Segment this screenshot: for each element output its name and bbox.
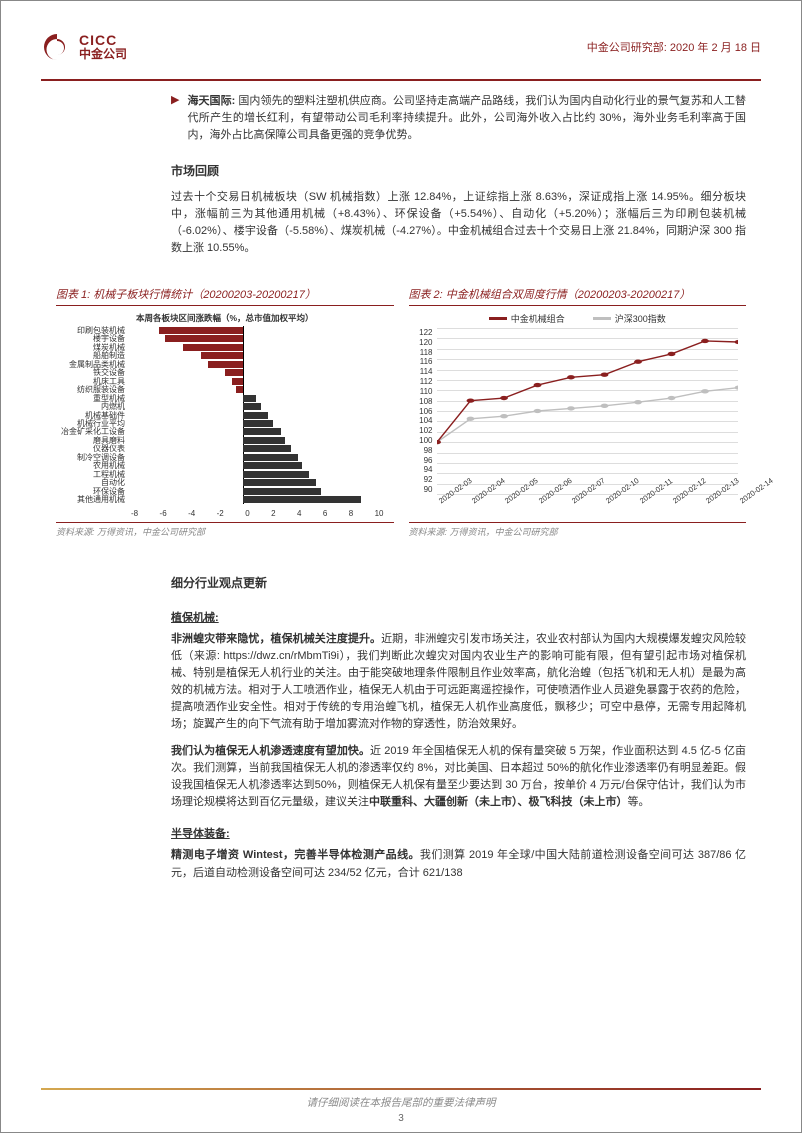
- bar-rect: [243, 496, 361, 503]
- para-semi-1: 精测电子增资 Wintest，完善半导体检测产品线。我们测算 2019 年全球/…: [171, 847, 746, 881]
- chart1-footer: 资料来源: 万得资讯，中金公司研究部: [56, 522, 394, 538]
- bar-rect: [243, 462, 302, 469]
- page-header: CICC 中金公司 中金公司研究部: 2020 年 2 月 18 日: [41, 31, 761, 63]
- para-plant-1: 非洲蝗灾带来隐忧，植保机械关注度提升。近期，非洲蝗灾引发市场关注，农业农村部认为…: [171, 631, 746, 733]
- footer-disclaimer: 请仔细阅读在本报告尾部的重要法律声明: [1, 1095, 801, 1110]
- chart1-subtitle: 本周各板块区间涨跌幅（%，总市值加权平均）: [56, 312, 394, 324]
- header-date: 中金公司研究部: 2020 年 2 月 18 日: [587, 39, 761, 55]
- chart1-title: 图表 1: 机械子板块行情统计（20200203-20200217）: [56, 286, 394, 306]
- para-semi-1-bold: 精测电子增资 Wintest，完善半导体检测产品线。: [171, 849, 420, 861]
- bullet-icon: ▶: [171, 93, 179, 144]
- para-plant-2: 我们认为植保无人机渗透速度有望加快。近 2019 年全国植保无人机的保有量突破 …: [171, 743, 746, 811]
- charts-row: 图表 1: 机械子板块行情统计（20200203-20200217） 本周各板块…: [56, 286, 746, 538]
- para-plant-1-text: 近期，非洲蝗灾引发市场关注，农业农村部认为国内大规模爆发蝗灾风险较低（来源: h…: [171, 633, 746, 730]
- bar-rect: [201, 352, 243, 359]
- para-plant-2-bold2: 中联重科、大疆创新（未上市）、极飞科技（未上市）: [369, 796, 628, 808]
- sub-semi-title: 半导体装备:: [171, 825, 746, 841]
- bullet-haitian-text: 海天国际: 国内领先的塑料注塑机供应商。公司坚持走高端产品路线，我们认为国内自动…: [187, 93, 746, 144]
- chart2-plot: [437, 328, 739, 494]
- logo-text-en: CICC: [79, 33, 127, 48]
- para-plant-2-tail: 等。: [628, 796, 650, 808]
- bar-rect: [243, 471, 309, 478]
- content-bottom: 细分行业观点更新 植保机械: 非洲蝗灾带来隐忧，植保机械关注度提升。近期，非洲蝗…: [171, 556, 746, 882]
- bar-rect: [225, 369, 243, 376]
- bar-rect: [159, 327, 243, 334]
- para-plant-2-bold: 我们认为植保无人机渗透速度有望加快。: [171, 745, 370, 757]
- bar-rect: [243, 412, 268, 419]
- header-rule: [41, 79, 761, 81]
- bar-rect: [243, 454, 298, 461]
- bullet-haitian: ▶ 海天国际: 国内领先的塑料注塑机供应商。公司坚持走高端产品路线，我们认为国内…: [171, 93, 746, 144]
- chart1-box: 图表 1: 机械子板块行情统计（20200203-20200217） 本周各板块…: [56, 286, 394, 538]
- page-number: 3: [1, 1113, 801, 1124]
- bullet-haitian-body: 国内领先的塑料注塑机供应商。公司坚持走高端产品路线，我们认为国内自动化行业的景气…: [187, 95, 746, 141]
- logo-text-cn: 中金公司: [79, 48, 127, 61]
- chart1-x-axis: -8-6-4-20246810: [131, 509, 384, 518]
- sub-plant-title: 植保机械:: [171, 609, 746, 625]
- chart2-legend: 中金机械组合沪深300指数: [409, 312, 747, 325]
- bar-rect: [243, 437, 285, 444]
- content-top: ▶ 海天国际: 国内领先的塑料注塑机供应商。公司坚持走高端产品路线，我们认为国内…: [171, 93, 746, 257]
- bar-rect: [232, 378, 243, 385]
- bar-rect: [243, 403, 261, 410]
- bar-rect: [165, 335, 243, 342]
- market-review-title: 市场回顾: [171, 162, 746, 179]
- bar-rect: [243, 428, 281, 435]
- bar-rect: [243, 395, 256, 402]
- bar-rect: [243, 420, 272, 427]
- chart2-area: 中金机械组合沪深300指数 122120118116114112110108106…: [409, 312, 747, 522]
- market-review-text: 过去十个交易日机械板块（SW 机械指数）上涨 12.84%，上证综指上涨 8.6…: [171, 189, 746, 257]
- bar-rect: [243, 445, 291, 452]
- chart2-x-axis: 2020-02-032020-02-042020-02-052020-02-06…: [437, 496, 739, 522]
- para-plant-1-bold: 非洲蝗灾带来隐忧，植保机械关注度提升。: [171, 633, 381, 645]
- subsector-title: 细分行业观点更新: [171, 574, 746, 591]
- bar-rect: [236, 386, 243, 393]
- chart2-title: 图表 2: 中金机械组合双周度行情（20200203-20200217）: [409, 286, 747, 306]
- bar-rect: [243, 479, 316, 486]
- chart1-area: 本周各板块区间涨跌幅（%，总市值加权平均） 印刷包装机械楼宇设备煤炭机械船舶制造…: [56, 312, 394, 522]
- bar-row: 其他通用机械: [56, 496, 394, 505]
- logo: CICC 中金公司: [41, 31, 127, 63]
- chart2-box: 图表 2: 中金机械组合双周度行情（20200203-20200217） 中金机…: [409, 286, 747, 538]
- bar-rect: [208, 361, 243, 368]
- bar-rect: [183, 344, 243, 351]
- logo-icon: [41, 31, 73, 63]
- bar-label: 其他通用机械: [56, 494, 128, 505]
- footer-rule: [41, 1088, 761, 1090]
- chart2-footer: 资料来源: 万得资讯，中金公司研究部: [409, 522, 747, 538]
- bullet-haitian-bold: 海天国际:: [187, 95, 238, 107]
- chart2-y-axis: 1221201181161141121101081061041021009896…: [409, 328, 433, 494]
- bar-rect: [243, 488, 321, 495]
